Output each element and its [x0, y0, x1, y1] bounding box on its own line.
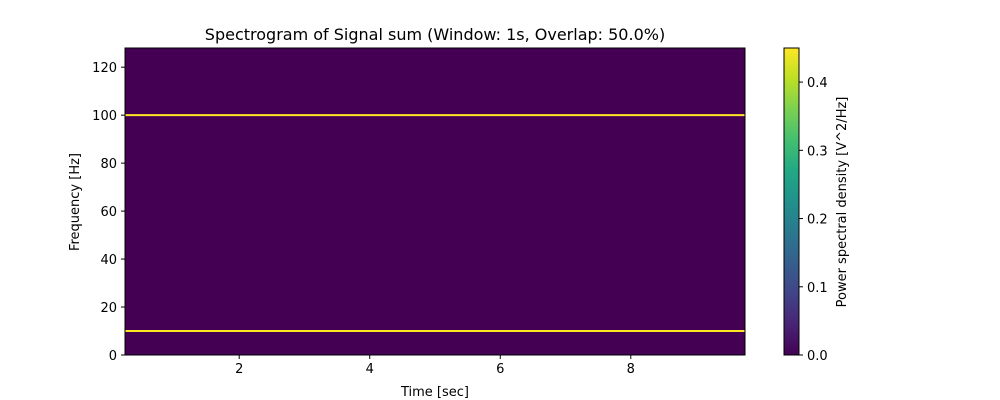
x-tick-label: 6 — [496, 362, 504, 377]
plot-area — [124, 47, 746, 356]
x-axis-ticks: 2 4 6 8 — [235, 355, 635, 377]
y-tick-label: 120 — [92, 61, 117, 76]
x-tick-label: 4 — [366, 362, 374, 377]
chart-title: Spectrogram of Signal sum (Window: 1s, O… — [205, 25, 665, 44]
colorbar-tick-label: 0.3 — [807, 144, 828, 159]
plot-frame — [124, 47, 746, 356]
x-tick-label: 2 — [235, 362, 243, 377]
y-tick-label: 100 — [92, 109, 117, 124]
y-tick-label: 20 — [100, 301, 117, 316]
x-tick-label: 8 — [627, 362, 635, 377]
colorbar-tick-label: 0.1 — [807, 281, 828, 296]
colorbar: 0.0 0.1 0.2 0.3 0.4 Power spectral density [… — [783, 47, 850, 364]
y-tick-label: 0 — [109, 349, 117, 364]
colorbar-tick-label: 0.2 — [807, 213, 828, 228]
y-tick-label: 80 — [100, 157, 117, 172]
y-tick-label: 40 — [100, 253, 117, 268]
heatmap-background — [125, 48, 745, 355]
y-axis-label: Frequency [Hz] — [68, 153, 83, 251]
y-axis-ticks: 0 20 40 60 80 100 120 — [92, 61, 125, 364]
colorbar-label: Power spectral density [V^2/Hz] — [835, 97, 850, 308]
colorbar-gradient — [783, 47, 800, 356]
y-tick-label: 60 — [100, 205, 117, 220]
colorbar-tick-label: 0.4 — [807, 76, 828, 91]
colorbar-tick-label: 0.0 — [807, 349, 828, 364]
colorbar-ticks: 0.0 0.1 0.2 0.3 0.4 — [799, 76, 828, 364]
x-axis-label: Time [sec] — [400, 385, 469, 400]
